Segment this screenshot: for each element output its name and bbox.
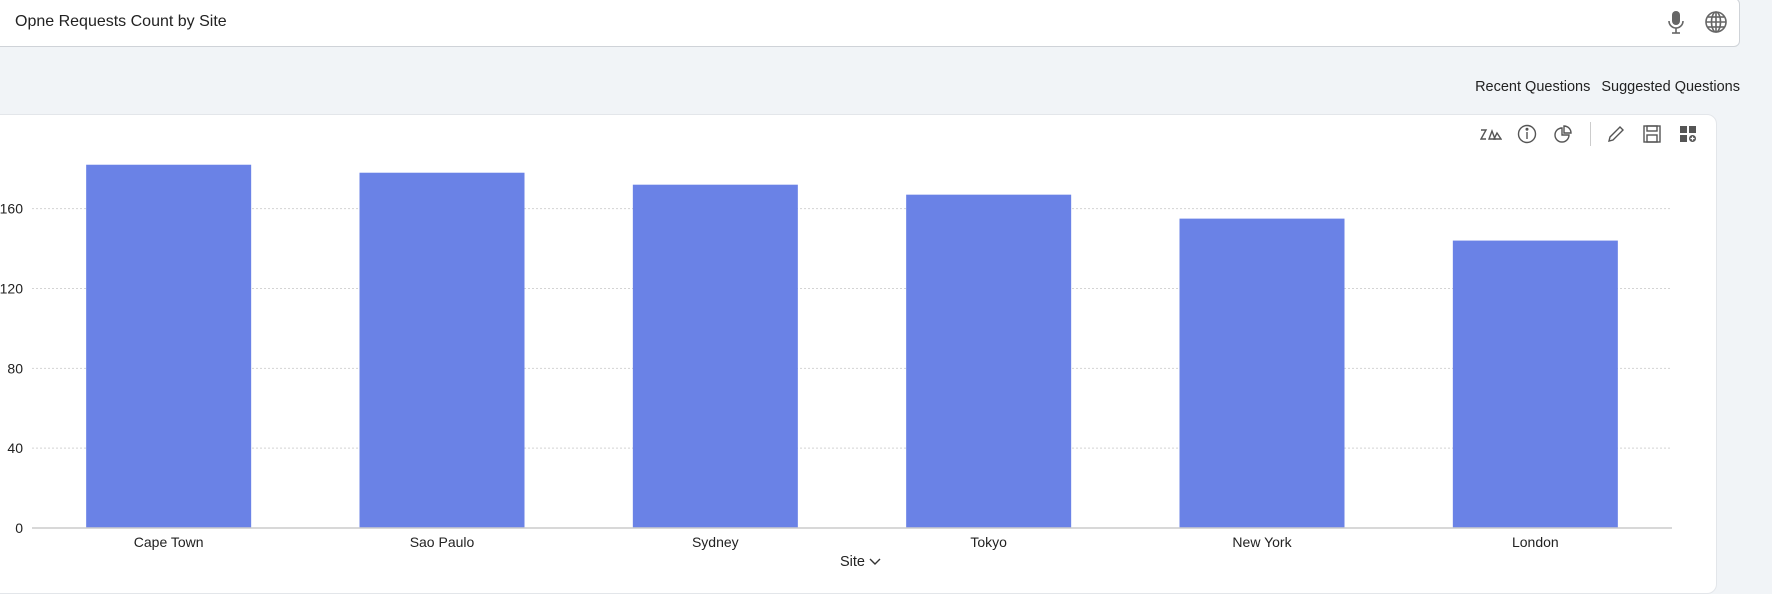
y-tick-label: 80 [7, 360, 23, 376]
x-tick-label: Sydney [692, 534, 739, 550]
x-tick-label: Cape Town [134, 534, 204, 550]
y-tick-label: 160 [0, 201, 23, 217]
x-tick-label: Tokyo [970, 534, 1007, 550]
x-axis-title: Site [840, 554, 865, 570]
suggested-questions-link[interactable]: Suggested Questions [1601, 79, 1740, 95]
x-tick-label: Sao Paulo [410, 534, 475, 550]
x-axis-title-dropdown[interactable]: Site [840, 554, 881, 570]
pie-chart-icon[interactable] [1552, 123, 1574, 145]
chart-toolbar [1480, 122, 1713, 146]
bar[interactable] [906, 194, 1072, 528]
y-tick-label: 120 [0, 280, 23, 296]
y-tick-label: 0 [15, 520, 23, 536]
bar[interactable] [86, 164, 252, 528]
x-tick-label: London [1512, 534, 1559, 550]
y-tick-label: 40 [7, 440, 23, 456]
bar-chart: 0 40 80 120 160 Cape Town Sao Paulo Sydney Tokyo… [0, 164, 1672, 550]
add-widget-icon[interactable] [1677, 123, 1699, 145]
x-tick-label: New York [1232, 534, 1292, 550]
save-icon[interactable] [1641, 123, 1663, 145]
microphone-icon[interactable] [1666, 10, 1686, 41]
chart-card [0, 114, 1717, 594]
recent-questions-link[interactable]: Recent Questions [1475, 79, 1591, 95]
bar[interactable] [632, 184, 798, 529]
search-query[interactable]: Opne Requests Count by Site [15, 13, 227, 30]
bar[interactable] [1179, 218, 1345, 528]
globe-icon[interactable] [1704, 10, 1728, 39]
chevron-down-icon [869, 554, 881, 570]
bar[interactable] [359, 172, 525, 528]
toolbar-divider [1590, 122, 1591, 146]
edit-icon[interactable] [1605, 123, 1627, 145]
search-bar[interactable]: Opne Requests Count by Site [0, 0, 1740, 47]
zia-icon[interactable] [1480, 123, 1502, 145]
info-icon[interactable] [1516, 123, 1538, 145]
bar[interactable] [1452, 240, 1618, 529]
